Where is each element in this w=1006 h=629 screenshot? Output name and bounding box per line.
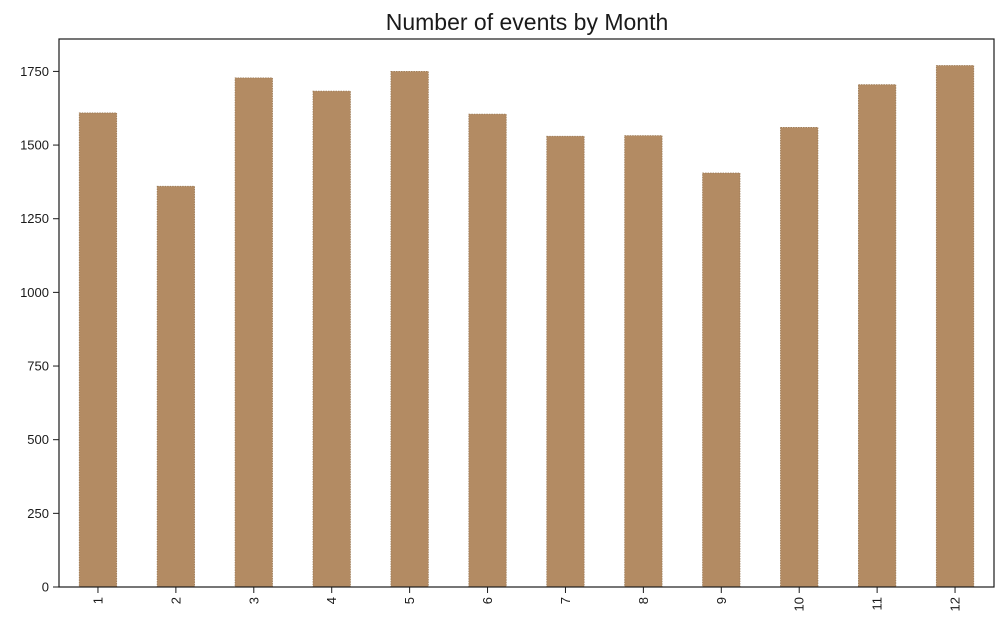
x-tick-label: 10 [792, 597, 807, 611]
x-tick-label: 3 [246, 597, 261, 604]
x-tick-label: 12 [948, 597, 963, 611]
y-tick-label: 750 [27, 359, 49, 374]
plot-frame [58, 38, 995, 588]
y-tick-label: 1000 [20, 285, 49, 300]
bar-month-10 [780, 126, 819, 588]
y-tick-label: 250 [27, 506, 49, 521]
bar-month-5 [390, 71, 429, 588]
bar-month-4 [312, 90, 351, 588]
bar-month-11 [858, 84, 897, 588]
bar-month-12 [935, 65, 975, 588]
x-tick-label: 2 [168, 597, 183, 604]
y-tick-label: 1250 [20, 211, 49, 226]
chart-title: Number of events by Month [386, 9, 669, 35]
x-tick-label: 9 [714, 597, 729, 604]
bar-month-3 [234, 77, 273, 588]
x-axis: 1 2 3 4 5 6 7 8 9 10 11 12 [90, 587, 963, 611]
y-axis: 0 250 500 750 1000 1250 1500 1750 [20, 64, 59, 595]
y-tick-label: 1750 [20, 64, 49, 79]
bar-month-8 [624, 135, 663, 588]
bars-layer [78, 65, 975, 588]
y-tick-label: 500 [27, 432, 49, 447]
bar-month-9 [702, 172, 741, 588]
x-tick-label: 11 [870, 597, 885, 611]
x-tick-label: 8 [636, 597, 651, 604]
bar-month-7 [546, 135, 585, 588]
x-tick-label: 6 [480, 597, 495, 604]
y-tick-label: 1500 [20, 138, 49, 153]
x-tick-label: 5 [402, 597, 417, 604]
x-tick-label: 1 [90, 597, 105, 604]
bar-month-2 [156, 185, 195, 588]
y-tick-label: 0 [42, 580, 49, 595]
bar-month-1 [78, 112, 118, 588]
x-tick-label: 4 [324, 597, 339, 604]
bar-month-6 [468, 113, 507, 588]
x-tick-label: 7 [558, 597, 573, 604]
